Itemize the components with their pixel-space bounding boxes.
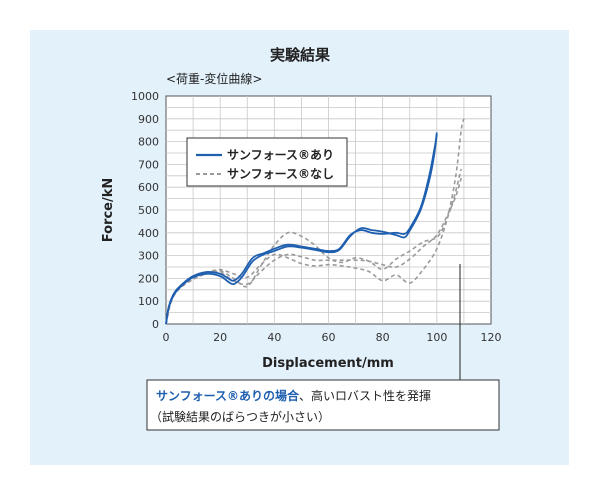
- legend: サンフォース®あり サンフォース®なし: [186, 137, 348, 187]
- y-tick-label: 100: [138, 295, 159, 308]
- legend-label-without: サンフォース®なし: [227, 167, 334, 181]
- chart-title: 実験結果: [270, 46, 331, 64]
- y-tick-label: 600: [138, 181, 159, 194]
- x-tick-label: 80: [376, 331, 390, 344]
- callout: サンフォース®ありの場合、高いロバスト性を発揮 （試験結果のばらつきが小さい）: [146, 264, 500, 431]
- series-layer: [165, 118, 465, 325]
- y-tick-label: 1000: [131, 90, 159, 103]
- series-with-line-1: [165, 132, 438, 325]
- y-tick-label: 200: [138, 272, 159, 285]
- y-tick-label: 0: [152, 318, 159, 331]
- chart-subtitle: <荷重-変位曲線>: [166, 71, 262, 86]
- legend-label-with: サンフォース®あり: [227, 148, 334, 162]
- x-tick-label: 0: [163, 331, 170, 344]
- y-axis-label: Force/kN: [101, 178, 116, 243]
- callout-line-1: サンフォース®ありの場合、高いロバスト性を発揮: [156, 388, 431, 403]
- x-tick-label: 120: [481, 331, 502, 344]
- series-with-line-2: [165, 134, 438, 325]
- y-tick-label: 800: [138, 136, 159, 149]
- x-tick-label: 20: [213, 331, 227, 344]
- legend-box: [186, 137, 348, 187]
- y-tick-label: 900: [138, 113, 159, 126]
- tick-labels: 0 20 40 60 80 100 120 0 100 200 300 400 500 600 700 800…: [131, 90, 502, 344]
- grid-lines: [166, 96, 491, 324]
- x-tick-label: 100: [426, 331, 447, 344]
- x-tick-label: 40: [267, 331, 281, 344]
- y-tick-label: 300: [138, 250, 159, 263]
- x-axis-label: Displacement/mm: [262, 356, 394, 371]
- callout-line-2: （試験結果のばらつきが小さい）: [150, 409, 330, 424]
- y-tick-label: 700: [138, 158, 159, 171]
- callout-rest: 、高いロバスト性を発揮: [299, 388, 431, 403]
- y-tick-label: 400: [138, 227, 159, 240]
- callout-box: [146, 379, 500, 431]
- series-without-line-3: [165, 177, 462, 325]
- callout-highlight: サンフォース®ありの場合: [156, 388, 300, 403]
- y-tick-label: 500: [138, 204, 159, 217]
- x-tick-label: 60: [322, 331, 336, 344]
